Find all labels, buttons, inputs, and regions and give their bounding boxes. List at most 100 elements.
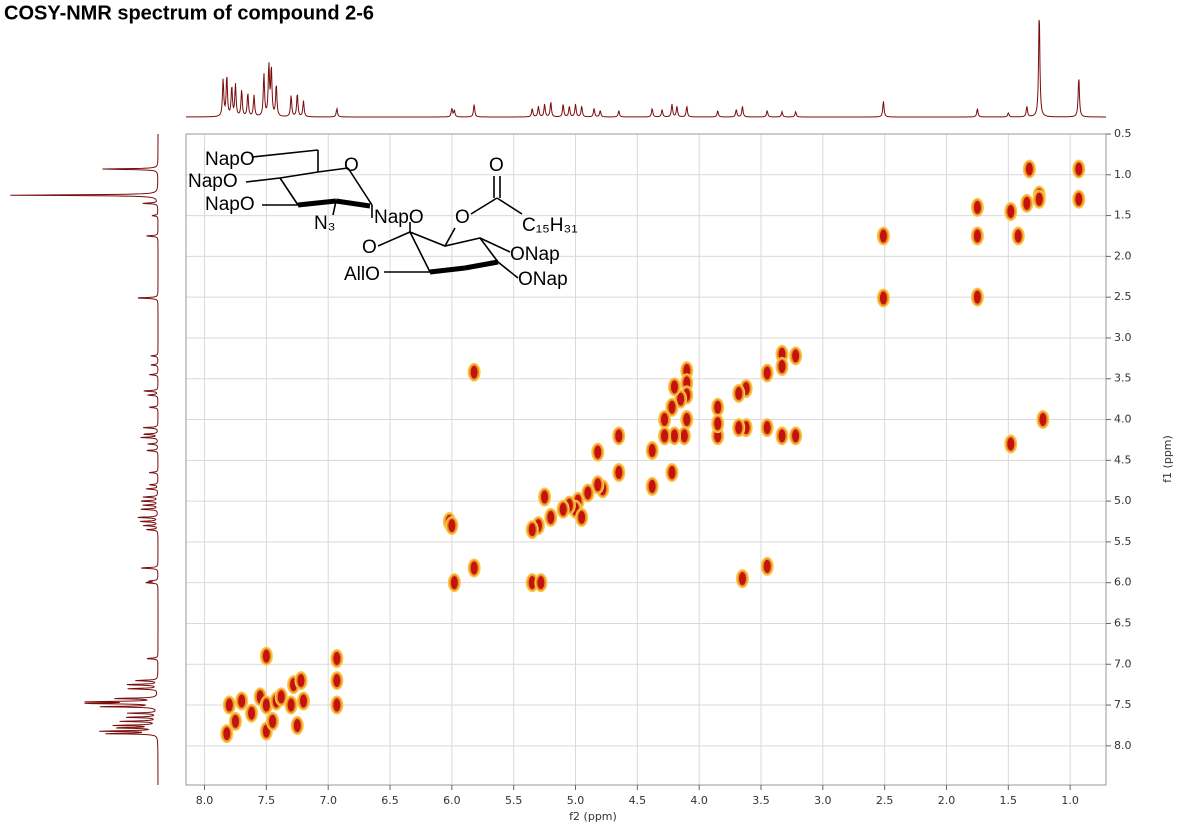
contour: [584, 486, 592, 500]
contour: [680, 429, 688, 443]
contour: [973, 290, 981, 304]
contour: [277, 690, 285, 704]
atom-label: O: [362, 237, 377, 258]
cross-peak: [222, 695, 236, 715]
cross-peak: [665, 463, 679, 483]
contour: [763, 366, 771, 380]
contour: [677, 392, 685, 406]
cross-peak: [259, 646, 273, 666]
contour: [714, 417, 722, 431]
cross-peak: [680, 410, 694, 430]
contour: [1007, 205, 1015, 218]
cross-peak: [445, 516, 459, 536]
contour: [683, 413, 691, 427]
cross-peak: [1022, 159, 1036, 179]
y-tick-label: 8.0: [1114, 739, 1132, 752]
cross-peak: [1072, 189, 1086, 209]
x-axis-label: f2 (ppm): [569, 810, 617, 823]
contour: [763, 421, 771, 435]
contour: [648, 479, 656, 493]
x-tick-label: 8.0: [196, 794, 214, 807]
cross-peak: [1004, 202, 1018, 221]
chart-title: COSY-NMR spectrum of compound 2-6: [4, 2, 374, 24]
atom-label: ONap: [510, 244, 560, 265]
x-tick-label: 2.5: [876, 794, 894, 807]
contour: [778, 360, 786, 373]
y-tick-label: 7.5: [1114, 698, 1132, 711]
cross-peak: [1072, 159, 1086, 179]
contour: [735, 421, 743, 435]
cross-peak: [1020, 193, 1034, 213]
contour: [223, 727, 231, 741]
atom-label: ONap: [518, 269, 568, 290]
cross-peak: [677, 426, 691, 446]
contour: [879, 291, 887, 305]
cross-peak: [658, 426, 672, 446]
x-tick-label: 4.0: [690, 794, 708, 807]
cross-peak: [1032, 189, 1046, 209]
cross-peak: [735, 569, 749, 589]
contour: [537, 576, 545, 590]
bond: [497, 261, 519, 279]
cross-peak: [658, 410, 672, 430]
cross-peak: [1011, 226, 1025, 246]
contour: [333, 698, 341, 712]
cross-peak: [775, 426, 789, 446]
atom-label: O: [455, 207, 470, 228]
contour: [578, 510, 586, 524]
x-tick-label: 3.5: [752, 794, 770, 807]
atom-label: O: [489, 155, 504, 176]
bond: [464, 259, 499, 271]
x-tick-label: 2.0: [938, 794, 956, 807]
cross-peak: [575, 507, 589, 527]
contour: [792, 429, 800, 443]
x-tick-label: 5.0: [567, 794, 585, 807]
bond: [444, 227, 456, 247]
atom-label: N₃: [314, 213, 335, 234]
contour: [297, 674, 305, 688]
cross-peak: [732, 418, 746, 438]
contour: [661, 429, 669, 443]
cross-peak: [220, 724, 234, 744]
cross-peak: [467, 362, 481, 382]
bond: [479, 237, 511, 253]
cross-peak: [665, 397, 679, 417]
cross-peak: [228, 711, 242, 731]
cross-peak: [330, 695, 344, 715]
cross-peak: [330, 671, 344, 691]
atom-label: NapO: [374, 207, 424, 228]
x-tick-label: 7.0: [319, 794, 337, 807]
x-tick-label: 1.0: [1061, 794, 1079, 807]
cross-peak: [760, 418, 774, 438]
cross-peak: [876, 288, 890, 308]
cross-peak: [538, 487, 552, 507]
contour: [594, 478, 602, 492]
contour: [763, 559, 771, 573]
cross-peak: [732, 383, 746, 403]
bond: [496, 197, 523, 215]
contour: [450, 576, 458, 590]
cross-peak: [266, 711, 280, 731]
contour: [287, 698, 295, 712]
bond: [245, 177, 281, 183]
contour: [973, 229, 981, 243]
y-tick-label: 4.5: [1114, 453, 1132, 466]
contour: [470, 561, 478, 575]
contour: [1023, 196, 1031, 210]
contour: [262, 649, 270, 663]
cross-peak: [760, 363, 774, 383]
y-tick-label: 3.5: [1114, 372, 1132, 385]
cross-peak: [645, 441, 659, 461]
y-tick-label: 4.0: [1114, 413, 1132, 426]
atom-label: O: [344, 155, 359, 176]
contour: [238, 694, 246, 708]
contour: [1035, 192, 1043, 206]
cross-peak: [970, 226, 984, 246]
cross-peak: [1004, 434, 1018, 454]
contour: [668, 400, 676, 414]
contour: [714, 400, 722, 414]
f1-projection: [10, 134, 159, 785]
contour: [1014, 229, 1022, 243]
contour: [661, 413, 669, 427]
cross-peak: [581, 483, 595, 503]
